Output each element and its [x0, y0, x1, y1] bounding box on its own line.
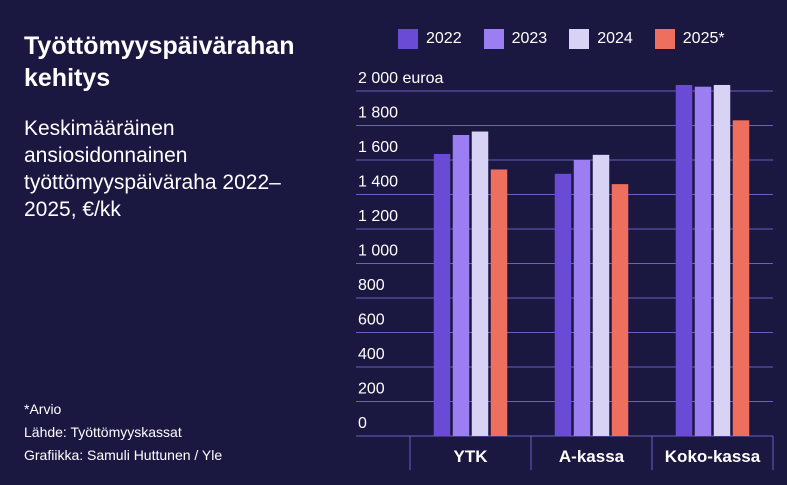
y-tick-label: 0: [358, 415, 367, 432]
chart-notes: *Arvio Lähde: Työttömyyskassat Grafiikka…: [24, 398, 344, 467]
category-label: Koko-kassa: [665, 447, 761, 466]
legend: 2022 2023 2024 2025*: [398, 28, 725, 50]
legend-item-2024: 2024: [569, 29, 633, 49]
bar: [452, 134, 470, 437]
bar: [490, 169, 508, 437]
legend-item-2025: 2025*: [654, 29, 725, 49]
chart-title: Työttömyyspäivärahan kehitys: [24, 32, 295, 92]
y-tick-label: 1 400: [358, 174, 398, 191]
bar: [611, 184, 629, 436]
y-tick-label: 400: [358, 346, 385, 363]
bar: [732, 120, 750, 436]
y-tick-label: 1 000: [358, 243, 398, 260]
category-label: YTK: [454, 447, 489, 466]
y-tick-label: 800: [358, 277, 385, 294]
bar: [694, 86, 712, 436]
legend-label-2024: 2024: [597, 30, 633, 47]
legend-swatch-2025: [654, 29, 675, 49]
bar: [592, 154, 610, 436]
bar: [573, 160, 591, 436]
bar: [471, 131, 489, 436]
legend-label-2025: 2025*: [682, 30, 725, 47]
y-tick-label: 2 000 euroa: [358, 70, 444, 87]
estimate-note: *Arvio: [24, 401, 62, 417]
y-tick-label: 1 600: [358, 139, 398, 156]
y-tick-label: 1 200: [358, 208, 398, 225]
y-tick-label: 600: [358, 312, 385, 329]
y-tick-label: 200: [358, 381, 385, 398]
y-tick-label: 1 800: [358, 105, 398, 122]
bar: [433, 153, 451, 436]
source-note: Lähde: Työttömyyskassat: [24, 424, 182, 440]
bar: [713, 84, 731, 437]
category-label: A-kassa: [559, 447, 625, 466]
bar: [675, 84, 693, 437]
legend-swatch-2023: [483, 29, 504, 49]
credit-note: Grafiikka: Samuli Huttunen / Yle: [24, 447, 223, 463]
chart-subtitle: Keskimääräinen ansiosidonnainen työttömy…: [24, 117, 281, 221]
legend-item-2023: 2023: [483, 29, 548, 49]
legend-swatch-2022: [398, 29, 418, 49]
bar: [554, 173, 572, 437]
legend-label-2022: 2022: [426, 30, 462, 47]
legend-item-2022: 2022: [398, 29, 462, 49]
legend-label-2023: 2023: [511, 30, 548, 47]
legend-swatch-2024: [569, 29, 590, 49]
